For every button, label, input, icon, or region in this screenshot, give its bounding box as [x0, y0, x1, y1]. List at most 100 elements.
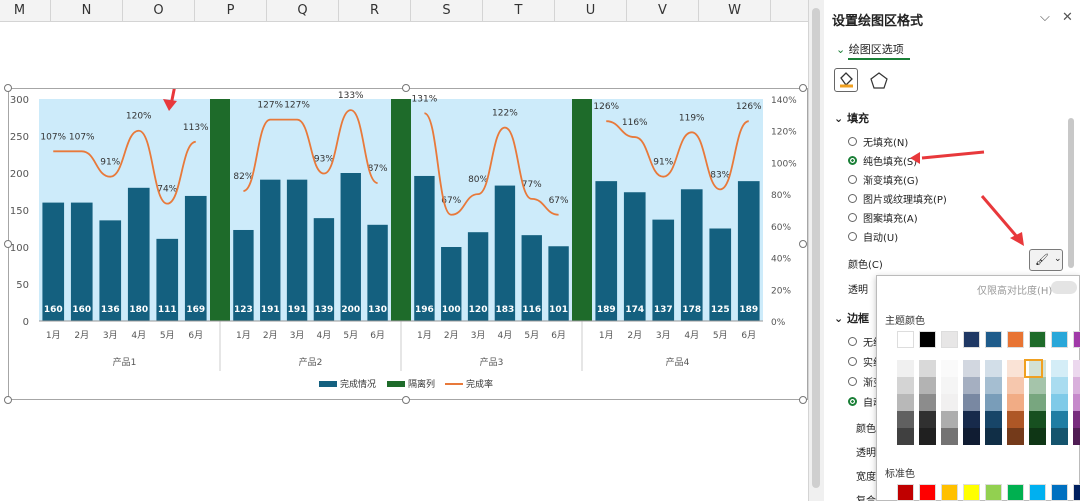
- shade-swatch[interactable]: [1051, 360, 1068, 377]
- pane-scrollbar[interactable]: [1068, 118, 1074, 268]
- shade-swatch[interactable]: [919, 428, 936, 445]
- fill-option-radio[interactable]: 图片或纹理填充(P): [848, 191, 947, 206]
- fill-section[interactable]: ⌄ 填充: [834, 112, 870, 125]
- standard-color-swatch[interactable]: [897, 484, 914, 501]
- shade-swatch[interactable]: [985, 360, 1002, 377]
- handle[interactable]: [799, 396, 807, 404]
- theme-shade-column[interactable]: [963, 360, 980, 445]
- theme-color-swatch[interactable]: [1029, 331, 1046, 348]
- close-icon[interactable]: ✕: [1062, 10, 1073, 25]
- handle[interactable]: [402, 396, 410, 404]
- chart-frame[interactable]: 300 250 200 150 100 50 0 140% 120% 100% 80% 60% 40% 2…: [8, 54, 809, 401]
- theme-color-swatch[interactable]: [1051, 331, 1068, 348]
- handle[interactable]: [402, 84, 410, 92]
- border-option-radio[interactable]: 无线: [848, 334, 883, 349]
- shade-swatch[interactable]: [897, 428, 914, 445]
- theme-shade-column[interactable]: [1029, 360, 1046, 445]
- border-option-radio[interactable]: 实线: [848, 354, 883, 369]
- shade-swatch[interactable]: [897, 394, 914, 411]
- fill-option-radio[interactable]: 无填充(N): [848, 134, 908, 149]
- fill-line-icon[interactable]: [834, 68, 858, 92]
- sheet-scrollbar[interactable]: [808, 0, 824, 501]
- shade-swatch[interactable]: [1051, 394, 1068, 411]
- theme-color-swatch[interactable]: [897, 331, 914, 348]
- column-header-T[interactable]: T: [483, 0, 555, 22]
- shade-swatch[interactable]: [1029, 377, 1046, 394]
- shade-swatch[interactable]: [1073, 394, 1080, 411]
- shade-swatch[interactable]: [1007, 394, 1024, 411]
- shade-swatch[interactable]: [919, 394, 936, 411]
- shade-swatch[interactable]: [1073, 428, 1080, 445]
- handle[interactable]: [4, 84, 12, 92]
- handle[interactable]: [799, 240, 807, 248]
- shade-swatch[interactable]: [897, 377, 914, 394]
- shade-swatch[interactable]: [1051, 411, 1068, 428]
- shade-swatch[interactable]: [963, 377, 980, 394]
- standard-color-swatch[interactable]: [963, 484, 980, 501]
- shade-swatch[interactable]: [919, 411, 936, 428]
- standard-color-swatch[interactable]: [1073, 484, 1080, 501]
- shade-swatch[interactable]: [1051, 428, 1068, 445]
- column-header-Q[interactable]: Q: [267, 0, 339, 22]
- border-option-radio[interactable]: 渐变: [848, 374, 883, 389]
- standard-color-swatch[interactable]: [919, 484, 936, 501]
- column-header-U[interactable]: U: [555, 0, 627, 22]
- shade-swatch[interactable]: [985, 428, 1002, 445]
- shade-swatch[interactable]: [1029, 411, 1046, 428]
- plot-area-options-tab[interactable]: ⌄ 绘图区选项: [836, 41, 904, 57]
- shade-swatch[interactable]: [919, 377, 936, 394]
- shade-swatch[interactable]: [919, 360, 936, 377]
- border-option-radio[interactable]: 自动: [848, 394, 883, 409]
- border-section[interactable]: ⌄ 边框: [834, 312, 870, 325]
- shade-swatch[interactable]: [941, 377, 958, 394]
- theme-shade-column[interactable]: [897, 360, 914, 445]
- theme-color-swatch[interactable]: [985, 331, 1002, 348]
- shade-swatch[interactable]: [1007, 377, 1024, 394]
- shade-swatch[interactable]: [985, 394, 1002, 411]
- shade-swatch[interactable]: [1029, 394, 1046, 411]
- shade-swatch[interactable]: [1007, 360, 1024, 377]
- fill-option-radio[interactable]: 渐变填充(G): [848, 172, 919, 187]
- shade-swatch[interactable]: [1007, 428, 1024, 445]
- shade-swatch[interactable]: [941, 360, 958, 377]
- column-header-V[interactable]: V: [627, 0, 699, 22]
- shade-swatch[interactable]: [985, 411, 1002, 428]
- column-header-M[interactable]: M: [0, 0, 51, 22]
- scroll-thumb[interactable]: [812, 8, 820, 488]
- column-header-P[interactable]: P: [195, 0, 267, 22]
- shade-swatch[interactable]: [963, 428, 980, 445]
- fill-option-radio[interactable]: 图案填充(A): [848, 210, 918, 225]
- chevron-down-icon[interactable]: ⌵: [1040, 10, 1050, 25]
- theme-shade-column[interactable]: [919, 360, 936, 445]
- shade-swatch[interactable]: [941, 394, 958, 411]
- theme-shade-column[interactable]: [1073, 360, 1080, 445]
- theme-color-swatch[interactable]: [1073, 331, 1080, 348]
- shade-swatch[interactable]: [985, 377, 1002, 394]
- shade-swatch[interactable]: [1073, 377, 1080, 394]
- column-header-N[interactable]: N: [51, 0, 123, 22]
- shade-swatch[interactable]: [941, 428, 958, 445]
- theme-color-swatch[interactable]: [941, 331, 958, 348]
- shade-swatch[interactable]: [963, 411, 980, 428]
- shade-swatch[interactable]: [963, 394, 980, 411]
- shade-swatch[interactable]: [897, 411, 914, 428]
- theme-color-swatch[interactable]: [1007, 331, 1024, 348]
- handle[interactable]: [4, 396, 12, 404]
- theme-shade-column[interactable]: [941, 360, 958, 445]
- standard-color-swatch[interactable]: [1029, 484, 1046, 501]
- shade-swatch[interactable]: [897, 360, 914, 377]
- handle[interactable]: [799, 84, 807, 92]
- standard-color-swatch[interactable]: [1007, 484, 1024, 501]
- standard-color-swatch[interactable]: [985, 484, 1002, 501]
- shade-swatch[interactable]: [1073, 360, 1080, 377]
- shade-swatch[interactable]: [963, 360, 980, 377]
- combo-chart[interactable]: 300 250 200 150 100 50 0 140% 120% 100% 80% 60% 40% 2…: [9, 54, 809, 401]
- standard-color-swatch[interactable]: [941, 484, 958, 501]
- fill-option-radio[interactable]: 自动(U): [848, 229, 898, 244]
- theme-shade-column[interactable]: [985, 360, 1002, 445]
- fill-option-radio[interactable]: 纯色填充(S): [848, 153, 917, 168]
- column-header-O[interactable]: O: [123, 0, 195, 22]
- column-header-R[interactable]: R: [339, 0, 411, 22]
- toggle[interactable]: [1051, 281, 1077, 294]
- shade-swatch[interactable]: [941, 411, 958, 428]
